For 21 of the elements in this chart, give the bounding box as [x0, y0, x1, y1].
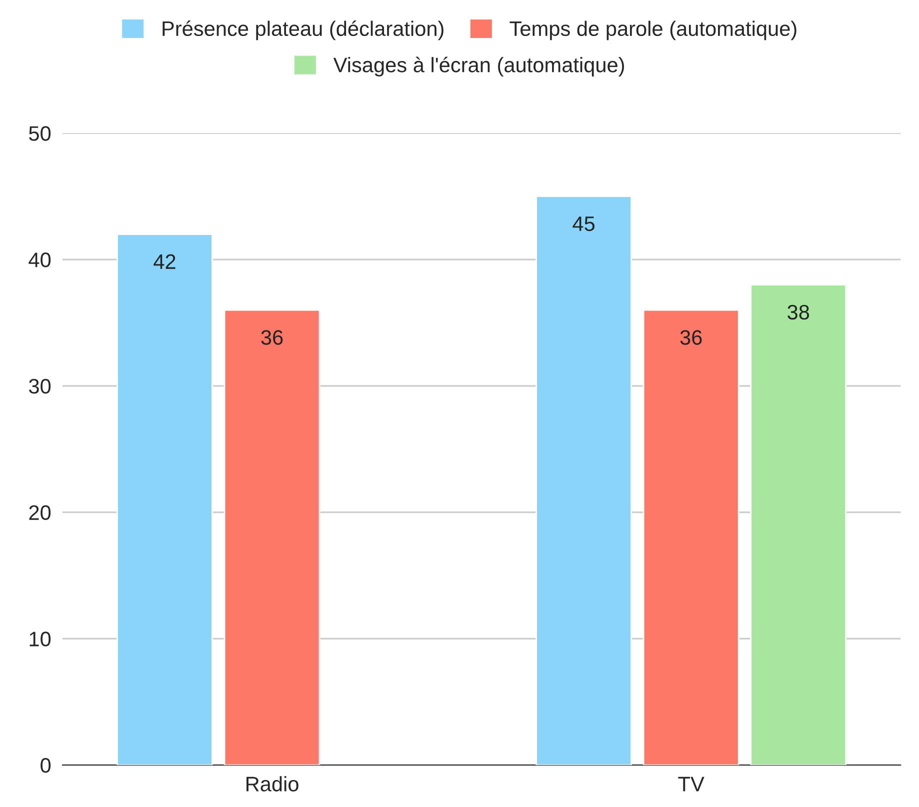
y-tick-label: 10 [30, 632, 51, 646]
y-tick-label: 0 [40, 758, 51, 773]
bar [536, 196, 632, 766]
bar [224, 309, 320, 766]
data-label: 42 [154, 254, 176, 269]
data-label: 45 [572, 216, 595, 232]
y-tick-label: 50 [29, 126, 51, 141]
x-tick-label: TV [678, 776, 704, 792]
bar [116, 234, 213, 766]
data-label: 36 [680, 330, 702, 345]
legend-label: Visages à l'écran (automatique) [333, 56, 624, 76]
legend-label: Temps de parole (automatique) [510, 20, 796, 40]
y-tick-label: 30 [29, 378, 51, 394]
data-label: 38 [788, 304, 810, 320]
data-label: 36 [261, 330, 283, 345]
legend-label: Présence plateau (déclaration) [162, 20, 444, 40]
y-tick-label: 40 [28, 252, 51, 268]
bar [750, 284, 847, 766]
x-tick-label: Radio [246, 776, 298, 792]
bar [642, 309, 740, 766]
y-tick-label: 20 [29, 505, 51, 520]
